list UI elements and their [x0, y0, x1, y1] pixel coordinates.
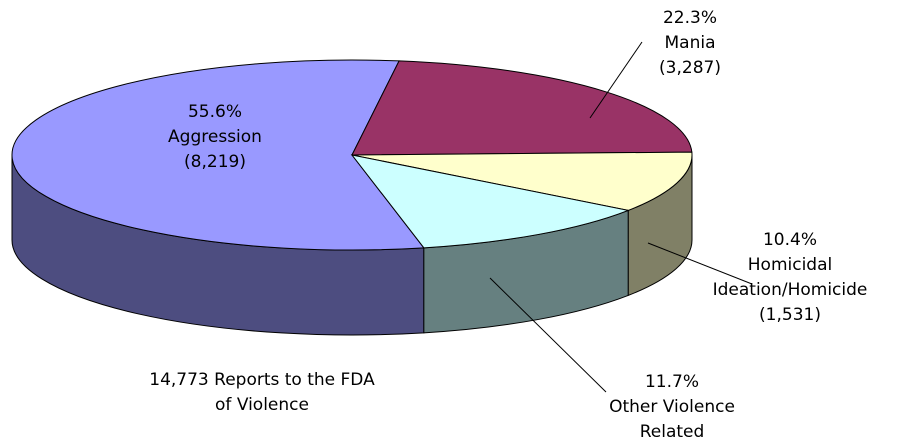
slice-label: 55.6% Aggression (8,219) [168, 100, 262, 175]
count-label: (1,531) [759, 305, 821, 325]
leader-line [647, 242, 753, 285]
count-label: (3,287) [659, 58, 721, 78]
category-label: Homicidal Ideation/Homicide [712, 255, 868, 300]
category-label: Mania [664, 33, 716, 53]
count-label: (8,219) [184, 152, 246, 172]
category-label: Aggression [168, 127, 262, 147]
annotation: 14,773 Reports to the FDA of Violence [149, 370, 375, 415]
leader-line [489, 277, 607, 393]
slice-label: 22.3% Mania (3,287) [659, 6, 721, 81]
value-label: 55.6% [187, 102, 242, 122]
value-label: 22.3% [662, 8, 717, 28]
leader-line [589, 41, 643, 119]
category-label: Other Violence Related [609, 397, 735, 442]
slice [351, 60, 693, 156]
value-label: 11.7% [644, 372, 700, 392]
value-label: 10.4% [762, 230, 818, 250]
slice [350, 154, 630, 249]
slice [351, 151, 693, 211]
slice-label: 10.4% Homicidal Ideation/Homicide (1,531) [713, 228, 868, 328]
slice [11, 59, 425, 251]
slice-label: 11.7% Other Violence Related [609, 370, 735, 445]
